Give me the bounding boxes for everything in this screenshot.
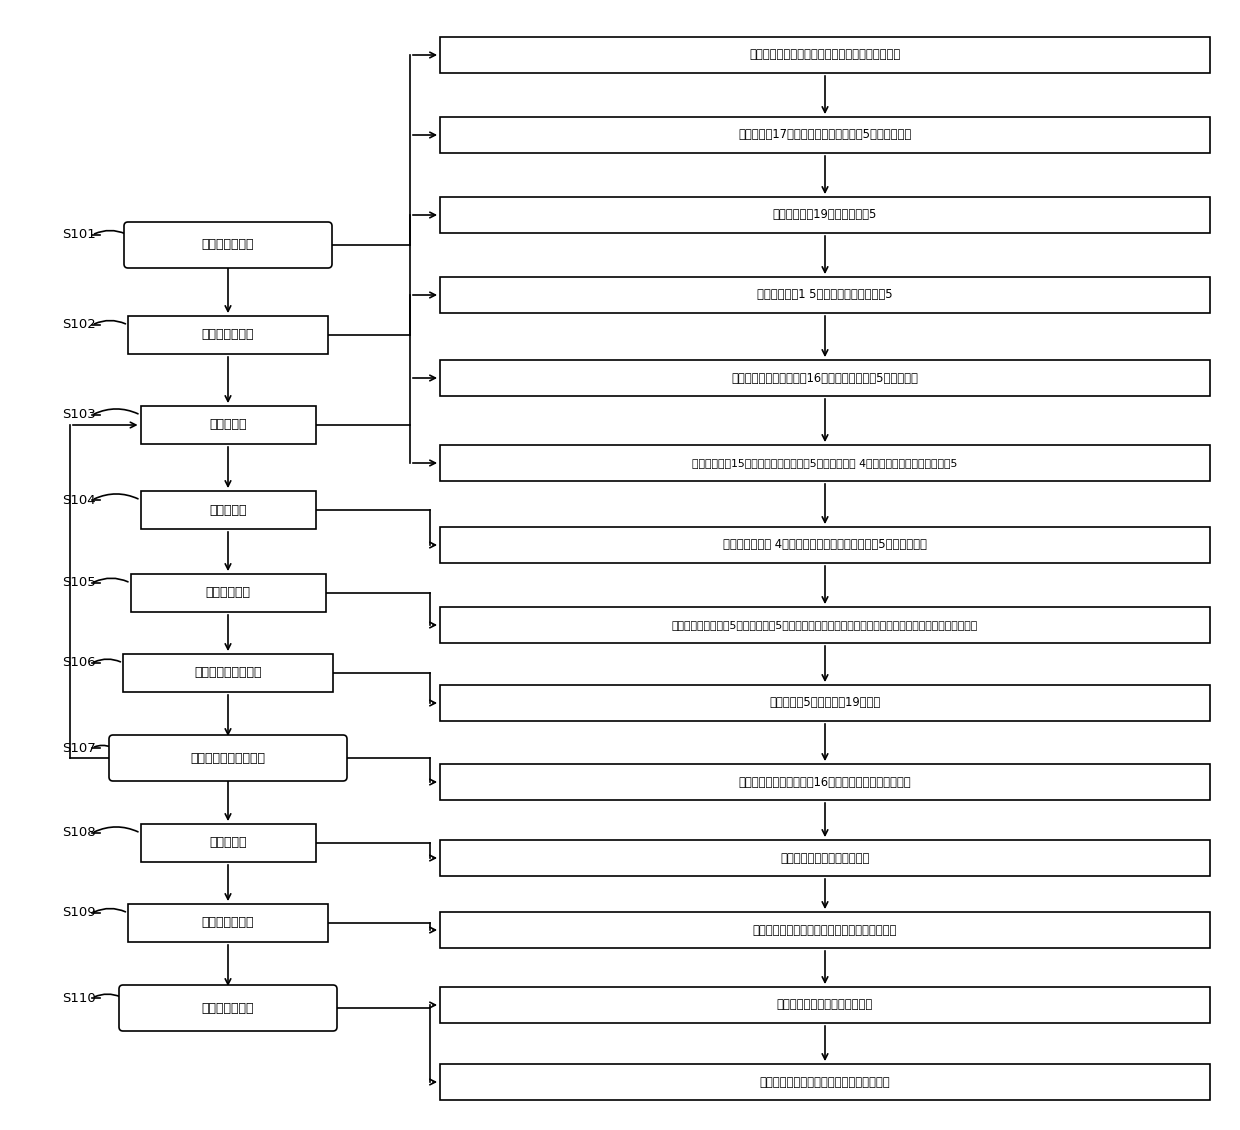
Text: 全桥吹杆索力按置进行局部调整: 全桥吹杆索力按置进行局部调整 [777,999,873,1011]
FancyBboxPatch shape [440,360,1210,396]
FancyBboxPatch shape [440,986,1210,1023]
FancyBboxPatch shape [440,277,1210,313]
FancyBboxPatch shape [119,985,337,1031]
Text: 收吹装滑轮组15卷扬机提升本节主桓架5至略高于吹杆 4连接位和靠近上一节段主桓架5: 收吹装滑轮组15卷扬机提升本节主桓架5至略高于吹杆 4连接位和靠近上一节段主桓架… [692,458,957,468]
Text: 主桓架吹装收尾: 主桓架吹装收尾 [202,916,254,930]
Text: S108: S108 [62,826,95,840]
FancyBboxPatch shape [140,406,315,444]
Text: 收北侧放南侧轴线滑轮组16卷扬机移动主桓架5至安装位置: 收北侧放南侧轴线滑轮组16卷扬机移动主桓架5至安装位置 [732,372,919,384]
Text: S107: S107 [62,741,95,755]
Text: S105: S105 [62,576,95,590]
Text: S110: S110 [62,991,95,1005]
FancyBboxPatch shape [128,904,329,942]
FancyBboxPatch shape [440,607,1210,643]
Text: 连接施工吹篹19和本节主桓架5: 连接施工吹篹19和本节主桓架5 [773,209,877,221]
Text: 收南侧放北侧轴线滑轮组16卷扬机移动至起点发射平台: 收南侧放北侧轴线滑轮组16卷扬机移动至起点发射平台 [739,775,911,789]
Text: 主桓架起吹: 主桓架起吹 [210,418,247,432]
FancyBboxPatch shape [440,764,1210,800]
FancyBboxPatch shape [440,445,1210,481]
FancyBboxPatch shape [128,316,329,354]
FancyBboxPatch shape [440,1064,1210,1099]
Text: 调节悬索桥吹杆 4长度为理论计算长度后与主桓架5吹耳有效连接: 调节悬索桥吹杆 4长度为理论计算长度后与主桓架5吹耳有效连接 [723,539,928,551]
Text: 分离主桓架5和施工吹篹19的连接: 分离主桓架5和施工吹篹19的连接 [769,696,880,710]
Text: 吹装设备归于起始位: 吹装设备归于起始位 [195,667,262,679]
FancyBboxPatch shape [440,912,1210,948]
FancyBboxPatch shape [140,492,315,529]
Text: 主桓架运输: 主桓架运输 [210,504,247,516]
FancyBboxPatch shape [130,574,325,612]
Text: 主桓架重复吹运与安装: 主桓架重复吹运与安装 [191,751,265,765]
Text: S102: S102 [62,319,95,331]
FancyBboxPatch shape [440,840,1210,876]
FancyBboxPatch shape [109,734,347,781]
Text: 连接并紧固全桥主桓架上弦杆和下弦杆全部联结: 连接并紧固全桥主桓架上弦杆和下弦杆全部联结 [753,923,898,937]
Text: 联结连接本节主桓架5和上节主桓架5的上弦杆，上弦杆拧好联结但不拧紧；下弦杆暂不上联结而自由活动: 联结连接本节主桓架5和上节主桓架5的上弦杆，上弦杆拧好联结但不拧紧；下弦杆暂不上… [672,620,978,631]
FancyBboxPatch shape [440,527,1210,563]
FancyBboxPatch shape [440,197,1210,233]
Text: 主桓架吹装准备: 主桓架吹装准备 [202,329,254,341]
FancyBboxPatch shape [124,221,332,268]
Text: 主桓架吹装开始: 主桓架吹装开始 [202,238,254,252]
Text: 主桓架吹装结束: 主桓架吹装结束 [202,1001,254,1015]
Text: 主桓架预连接: 主桓架预连接 [206,586,250,600]
FancyBboxPatch shape [140,824,315,862]
Text: S106: S106 [62,657,95,669]
FancyBboxPatch shape [123,654,334,692]
Text: S101: S101 [62,228,95,242]
FancyBboxPatch shape [440,685,1210,721]
Text: 吹装滑轮组17和施工吹篹归位至主桓架5发射平台上方: 吹装滑轮组17和施工吹篹归位至主桓架5发射平台上方 [738,129,911,141]
Text: 折离桥梁后续施工不再使用的吹装有关设备: 折离桥梁后续施工不再使用的吹装有关设备 [760,1076,890,1088]
Text: 主桓架连接: 主桓架连接 [210,836,247,850]
Text: 收吹装滑轮组1 5卷扬机起吹本节主桓架5: 收吹装滑轮组1 5卷扬机起吹本节主桓架5 [758,288,893,302]
FancyBboxPatch shape [440,118,1210,153]
Text: S103: S103 [62,409,95,421]
Text: 重复上一循环主桓架吹装程序: 重复上一循环主桓架吹装程序 [780,852,869,864]
Text: S109: S109 [62,906,95,920]
Text: 主桓架吹装所需要的吹装工具、设备、机械等准备: 主桓架吹装所需要的吹装工具、设备、机械等准备 [749,49,900,61]
FancyBboxPatch shape [440,37,1210,73]
Text: S104: S104 [62,494,95,506]
